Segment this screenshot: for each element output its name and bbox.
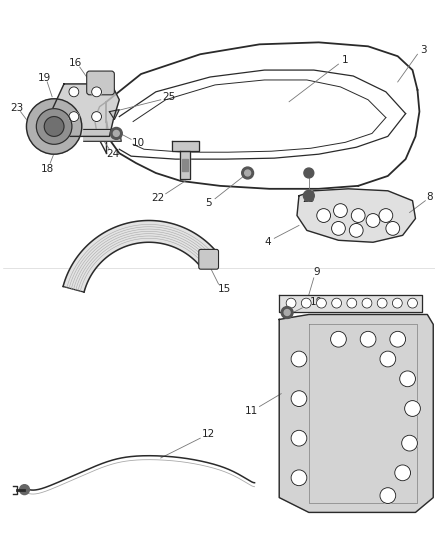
Polygon shape [180, 151, 191, 179]
Circle shape [350, 223, 363, 237]
Circle shape [242, 167, 254, 179]
Circle shape [291, 470, 307, 486]
Text: 12: 12 [201, 429, 215, 439]
FancyBboxPatch shape [87, 71, 114, 95]
Circle shape [304, 168, 314, 178]
Circle shape [317, 208, 331, 222]
Circle shape [377, 298, 387, 308]
Polygon shape [84, 130, 121, 141]
Circle shape [400, 371, 416, 387]
Text: 19: 19 [38, 73, 51, 83]
Circle shape [380, 488, 396, 504]
Circle shape [286, 298, 296, 308]
Circle shape [332, 298, 342, 308]
Text: 22: 22 [151, 193, 164, 203]
Circle shape [44, 117, 64, 136]
Circle shape [347, 298, 357, 308]
Text: 9: 9 [314, 267, 320, 277]
Text: 18: 18 [41, 164, 54, 174]
Circle shape [281, 306, 293, 318]
Text: 3: 3 [420, 45, 427, 55]
Text: 1: 1 [342, 55, 349, 65]
Circle shape [304, 190, 314, 201]
Circle shape [20, 484, 29, 495]
Circle shape [245, 170, 251, 176]
Circle shape [332, 222, 346, 236]
Text: 15: 15 [218, 284, 231, 294]
Circle shape [379, 208, 393, 222]
Polygon shape [110, 110, 119, 119]
Circle shape [301, 298, 311, 308]
Text: 10: 10 [131, 138, 145, 148]
Circle shape [360, 332, 376, 347]
Circle shape [92, 111, 102, 122]
Circle shape [92, 87, 102, 97]
Circle shape [366, 214, 380, 228]
Circle shape [69, 87, 79, 97]
Circle shape [331, 332, 346, 347]
Circle shape [291, 430, 307, 446]
Text: 5: 5 [205, 198, 212, 208]
Text: 24: 24 [107, 149, 120, 159]
Polygon shape [279, 295, 422, 311]
Circle shape [110, 127, 122, 139]
Text: 25: 25 [303, 193, 315, 204]
Circle shape [69, 111, 79, 122]
Circle shape [392, 298, 402, 308]
Circle shape [380, 351, 396, 367]
Text: 23: 23 [10, 103, 23, 112]
Circle shape [405, 401, 420, 416]
Circle shape [408, 298, 417, 308]
Circle shape [402, 435, 417, 451]
Circle shape [36, 109, 72, 144]
Circle shape [113, 131, 119, 136]
Circle shape [362, 298, 372, 308]
Text: 11: 11 [245, 407, 258, 416]
FancyBboxPatch shape [199, 249, 219, 269]
Text: 8: 8 [426, 192, 433, 201]
Circle shape [317, 298, 326, 308]
Circle shape [291, 391, 307, 407]
Circle shape [351, 208, 365, 222]
Circle shape [390, 332, 406, 347]
Circle shape [386, 222, 400, 236]
Circle shape [333, 204, 347, 217]
Polygon shape [279, 314, 433, 512]
Polygon shape [183, 159, 188, 171]
Circle shape [284, 310, 290, 316]
Polygon shape [52, 84, 119, 136]
Text: 25: 25 [162, 92, 175, 102]
Circle shape [26, 99, 82, 154]
Circle shape [395, 465, 410, 481]
Polygon shape [172, 141, 199, 151]
Text: 4: 4 [264, 237, 271, 247]
Text: 16: 16 [69, 58, 82, 68]
Circle shape [291, 351, 307, 367]
Polygon shape [297, 189, 416, 243]
Polygon shape [63, 221, 217, 292]
Text: 10: 10 [310, 297, 323, 306]
